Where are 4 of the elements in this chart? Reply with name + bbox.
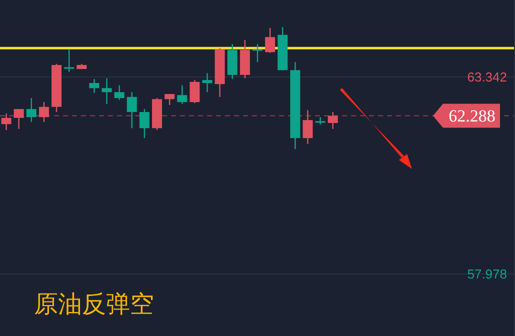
- y-tick-label: 63.342: [467, 70, 507, 85]
- annotation: 原油反弹空: [34, 290, 154, 318]
- ref-line-label: 62.288: [448, 106, 496, 126]
- y-tick-label: 57.978: [467, 266, 507, 282]
